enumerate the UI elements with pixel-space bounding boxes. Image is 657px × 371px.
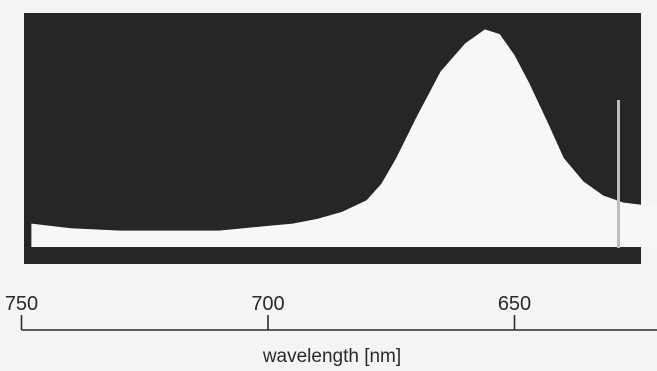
spectrum-emission-area: [31, 29, 657, 247]
x-tick-label: 650: [498, 293, 531, 315]
x-axis: 750700650600550500: [5, 293, 657, 331]
panel-baseline-strip: [24, 247, 641, 255]
x-tick-label: 700: [251, 293, 284, 315]
spectral-line-marker: [617, 100, 620, 248]
x-axis-title: wavelength [nm]: [262, 346, 401, 367]
x-tick-label: 750: [5, 293, 38, 315]
